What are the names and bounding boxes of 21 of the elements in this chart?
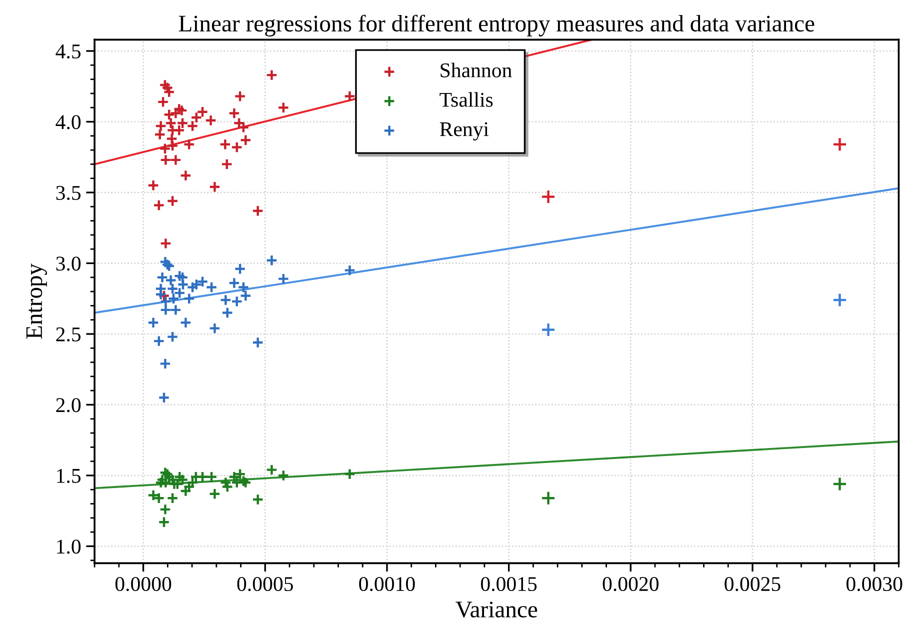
x-tick-label: 0.0000: [115, 576, 172, 592]
y-tick-label: 1.5: [57, 468, 81, 483]
chart-title: Linear regressions for different entropy measures and data variance: [178, 14, 814, 36]
legend-label: Shannon: [440, 62, 512, 78]
y-tick-label: 3.0: [56, 256, 81, 271]
y-tick-label: 3.5: [56, 186, 81, 200]
x-tick-label: 0.0005: [237, 576, 293, 592]
y-axis-title: Entropy: [26, 263, 47, 339]
x-tick-label: 0.0010: [359, 576, 415, 592]
x-tick-label: 0.0015: [480, 576, 537, 592]
x-axis-title: Variance: [456, 602, 538, 618]
y-tick-label: 1.0: [57, 540, 81, 554]
legend-label: Tsallis: [440, 92, 493, 107]
y-tick-label: 2.0: [56, 398, 81, 412]
x-tick-label: 0.0025: [724, 576, 780, 592]
x-tick-label: 0.0030: [846, 576, 902, 592]
y-tick-label: 4.0: [56, 115, 81, 130]
y-tick-label: 2.5: [56, 327, 81, 342]
x-tick-label: 0.0020: [602, 576, 659, 592]
y-tick-label: 4.5: [56, 44, 81, 59]
legend-label: Renyi: [440, 122, 489, 141]
